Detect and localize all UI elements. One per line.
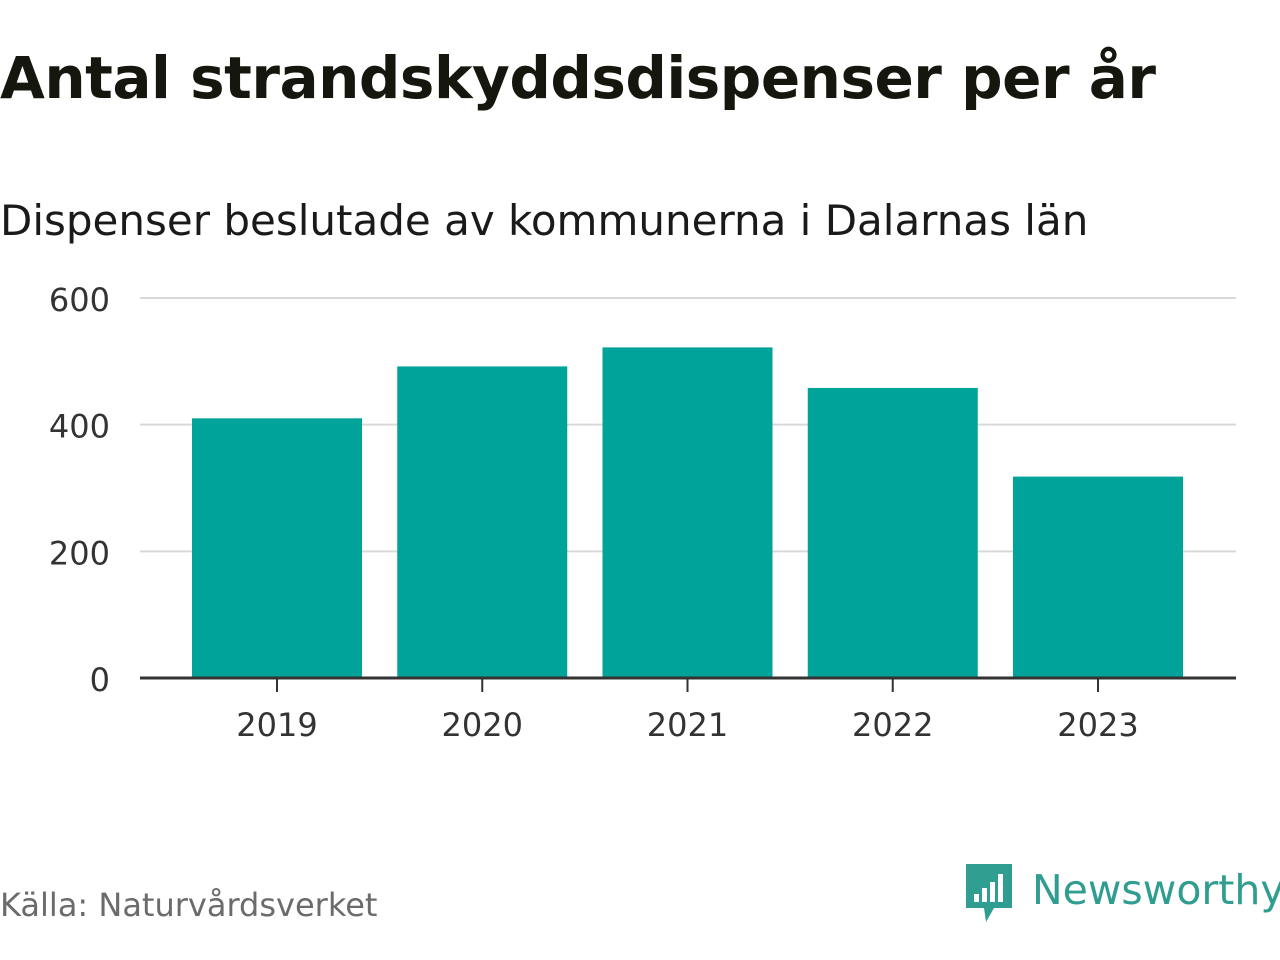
- x-tick-label: 2021: [647, 706, 728, 744]
- bar-2021: [602, 347, 773, 678]
- bar-chart: 0 200 400 600 2019 2020 2021 2022 2023: [49, 281, 1236, 744]
- x-tick-label: 2023: [1057, 706, 1138, 744]
- brand-name: Newsworthy: [1032, 866, 1280, 914]
- bar-2020: [397, 366, 568, 678]
- x-tick-label: 2020: [442, 706, 523, 744]
- y-tick-label: 0: [90, 661, 110, 699]
- x-tick-label: 2019: [236, 706, 317, 744]
- x-tick-label: 2022: [852, 706, 933, 744]
- y-tick-label: 400: [49, 408, 110, 446]
- source-note: Källa: Naturvårdsverket: [0, 886, 378, 924]
- chart-subtitle: Dispenser beslutade av kommunerna i Dala…: [0, 196, 1089, 245]
- newsworthy-logo-icon: [966, 864, 1012, 922]
- y-tick-label: 200: [49, 534, 110, 572]
- bar-2023: [1013, 476, 1183, 678]
- chart-title: Antal strandskyddsdispenser per år: [0, 44, 1156, 112]
- newsworthy-logo: Newsworthy: [964, 862, 1280, 924]
- bar-2019: [192, 418, 362, 678]
- y-tick-label: 600: [49, 281, 110, 319]
- bar-2022: [807, 387, 978, 678]
